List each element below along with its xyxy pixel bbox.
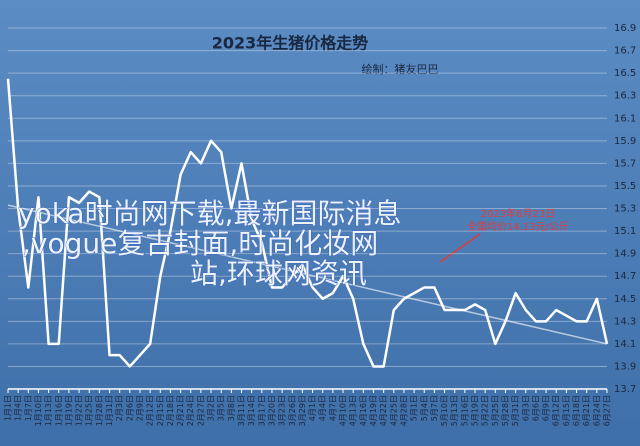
overlay-text: 站,环球网资讯 [190, 257, 367, 290]
annotation: 2023年6月23日 [481, 207, 556, 220]
x-tick-label: 3月11日 [237, 395, 246, 426]
x-tick-label: 4月10日 [339, 395, 348, 426]
x-tick-label: 1月25日 [85, 395, 94, 426]
annotation: 全国均价14.13元/公斤 [467, 220, 569, 233]
x-tick-label: 4月25日 [389, 395, 398, 426]
x-tick-label: 1月13日 [44, 395, 53, 426]
x-tick-label: 1月31日 [105, 395, 114, 426]
x-tick-label: 3月5日 [217, 395, 226, 421]
overlay-text: ,vogue复古封面,时尚化妆网 [22, 227, 378, 260]
y-tick-label: 16.1 [614, 113, 636, 124]
y-tick-label: 14.5 [614, 294, 636, 305]
x-tick-label: 6月21日 [582, 395, 591, 426]
x-tick-label: 4月7日 [328, 395, 337, 421]
x-tick-label: 5月25日 [491, 395, 500, 426]
x-tick-label: 6月6日 [531, 395, 540, 421]
x-tick-label: 3月26日 [288, 395, 297, 426]
x-tick-label: 1月4日 [14, 395, 23, 421]
x-tick-label: 3月20日 [267, 395, 276, 426]
y-tick-label: 16.9 [614, 23, 636, 34]
x-tick-label: 1月7日 [24, 395, 33, 421]
x-tick-label: 5月19日 [471, 395, 480, 426]
x-tick-label: 2月27日 [196, 395, 205, 426]
y-tick-label: 15.7 [614, 158, 636, 169]
x-tick-label: 2月3日 [115, 395, 124, 421]
x-tick-label: 4月13日 [349, 395, 358, 426]
y-tick-label: 15.1 [614, 226, 636, 237]
y-tick-label: 16.7 [614, 46, 636, 57]
y-tick-label: 14.1 [614, 339, 636, 350]
overlay-text: yoka时尚网下载,最新国际消息 [18, 197, 401, 230]
x-tick-label: 2月21日 [176, 395, 185, 426]
x-tick-label: 1月1日 [4, 395, 13, 421]
price-line [6, 78, 609, 368]
x-tick-label: 5月13日 [450, 395, 459, 426]
x-tick-label: 1月22日 [75, 395, 84, 426]
x-tick-label: 3月29日 [298, 395, 307, 426]
y-tick-label: 16.3 [614, 91, 636, 102]
x-tick-label: 5月28日 [501, 395, 510, 426]
x-tick-label: 5月10日 [440, 395, 449, 426]
x-tick-label: 4月19日 [369, 395, 378, 426]
y-tick-label: 13.9 [614, 361, 636, 372]
y-tick-label: 15.3 [614, 204, 636, 215]
x-tick-label: 2月9日 [135, 395, 144, 421]
x-tick-label: 5月22日 [481, 395, 490, 426]
y-tick-label: 13.7 [614, 384, 636, 395]
x-tick-label: 3月2日 [207, 395, 216, 421]
x-tick-label: 5月4日 [420, 395, 429, 421]
x-tick-label: 6月9日 [542, 395, 551, 421]
x-tick-label: 4月28日 [399, 395, 408, 426]
y-tick-label: 14.3 [614, 316, 636, 327]
x-tick-label: 4月4日 [318, 395, 327, 421]
x-tick-label: 2月15日 [156, 395, 165, 426]
x-tick-label: 4月1日 [308, 395, 317, 421]
x-tick-label: 5月31日 [511, 395, 520, 426]
x-tick-label: 3月17日 [257, 395, 266, 426]
y-tick-label: 16.5 [614, 68, 636, 79]
x-tick-label: 5月7日 [430, 395, 439, 421]
x-tick-label: 2月12日 [146, 395, 155, 426]
x-tick-label: 6月15日 [562, 395, 571, 426]
x-tick-label: 6月24日 [592, 395, 601, 426]
x-tick-label: 4月22日 [379, 395, 388, 426]
x-tick-label: 2月18日 [166, 395, 175, 426]
x-tick-label: 6月18日 [572, 395, 581, 426]
x-tick-label: 2月24日 [186, 395, 195, 426]
chart-subtitle: 绘制：猪友巴巴 [362, 62, 439, 76]
x-tick-label: 1月19日 [64, 395, 73, 426]
x-tick-label: 6月27日 [603, 395, 612, 426]
x-tick-label: 6月3日 [521, 395, 530, 421]
x-tick-label: 1月28日 [95, 395, 104, 426]
x-tick-label: 3月14日 [247, 395, 256, 426]
x-tick-label: 5月1日 [410, 395, 419, 421]
chart-title: 2023年生猪价格走势 [212, 34, 369, 53]
annotation-arrow [439, 233, 481, 263]
y-tick-label: 14.7 [614, 271, 636, 282]
x-tick-label: 2月6日 [125, 395, 134, 421]
y-tick-label: 15.9 [614, 136, 636, 147]
x-tick-label: 4月16日 [359, 395, 368, 426]
x-tick-label: 1月10日 [34, 395, 43, 426]
x-tick-label: 5月16日 [460, 395, 469, 426]
y-tick-label: 14.9 [614, 249, 636, 260]
x-tick-label: 6月12日 [552, 395, 561, 426]
y-tick-label: 15.5 [614, 181, 636, 192]
x-tick-label: 3月8日 [227, 395, 236, 421]
x-tick-label: 3月23日 [278, 395, 287, 426]
x-tick-label: 1月16日 [54, 395, 63, 426]
